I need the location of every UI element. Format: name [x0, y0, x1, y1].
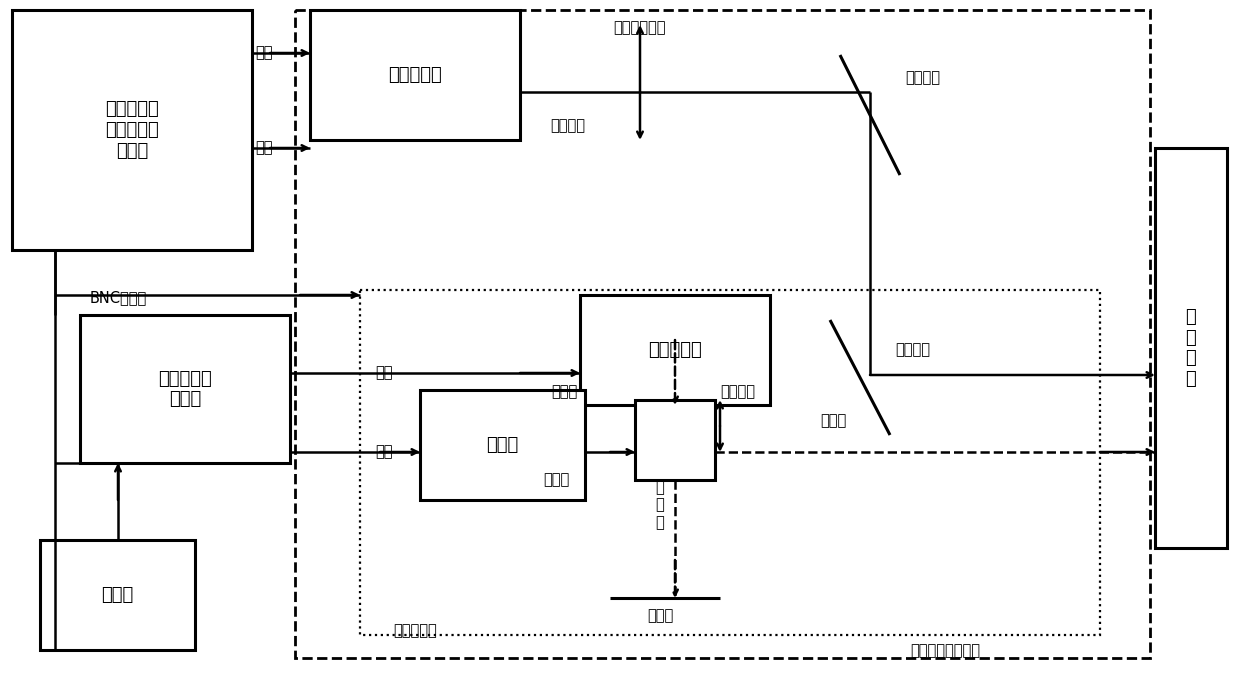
Text: 激光发射器
控制器和冷
却单元: 激光发射器 控制器和冷 却单元	[105, 100, 159, 160]
Text: 光束整形透镜: 光束整形透镜	[614, 20, 666, 35]
Text: 工控机: 工控机	[102, 586, 134, 604]
Text: 激光发射器: 激光发射器	[388, 66, 441, 84]
Bar	[420, 390, 585, 500]
Text: 增
材
管
座: 增 材 管 座	[1185, 308, 1197, 388]
Text: 反光镜: 反光镜	[647, 608, 673, 623]
Text: 探测光: 探测光	[820, 413, 846, 428]
Bar	[40, 540, 195, 650]
Bar	[360, 290, 1100, 635]
Bar	[310, 10, 520, 140]
Text: 干涉光: 干涉光	[552, 385, 578, 400]
Bar	[12, 10, 252, 250]
Text: 激光器: 激光器	[486, 436, 518, 454]
Text: 激光探测器
控制器: 激光探测器 控制器	[159, 370, 212, 408]
Text: 电缆: 电缆	[374, 365, 393, 381]
Bar	[81, 315, 290, 463]
Text: 电缆: 电缆	[255, 45, 273, 60]
Text: 反光镜一: 反光镜一	[905, 71, 940, 85]
Text: 激光探测器: 激光探测器	[393, 623, 436, 638]
Bar	[580, 295, 770, 405]
Text: 反光镜二: 反光镜二	[895, 343, 930, 357]
Bar	[635, 400, 715, 480]
Bar	[1154, 148, 1228, 548]
Text: BNC信号线: BNC信号线	[91, 290, 148, 305]
Bar	[295, 10, 1149, 658]
Text: 激光超声检测装置: 激光超声检测装置	[910, 643, 980, 658]
Text: 聚焦透镜: 聚焦透镜	[720, 385, 755, 400]
Text: 光电探测器: 光电探测器	[649, 341, 702, 359]
Text: 参
考
光: 参 考 光	[656, 480, 665, 530]
Text: 激发光源: 激发光源	[551, 118, 585, 133]
Text: 电缆: 电缆	[374, 444, 393, 460]
Text: 分光镜: 分光镜	[544, 473, 570, 488]
Text: 水管: 水管	[255, 141, 273, 155]
